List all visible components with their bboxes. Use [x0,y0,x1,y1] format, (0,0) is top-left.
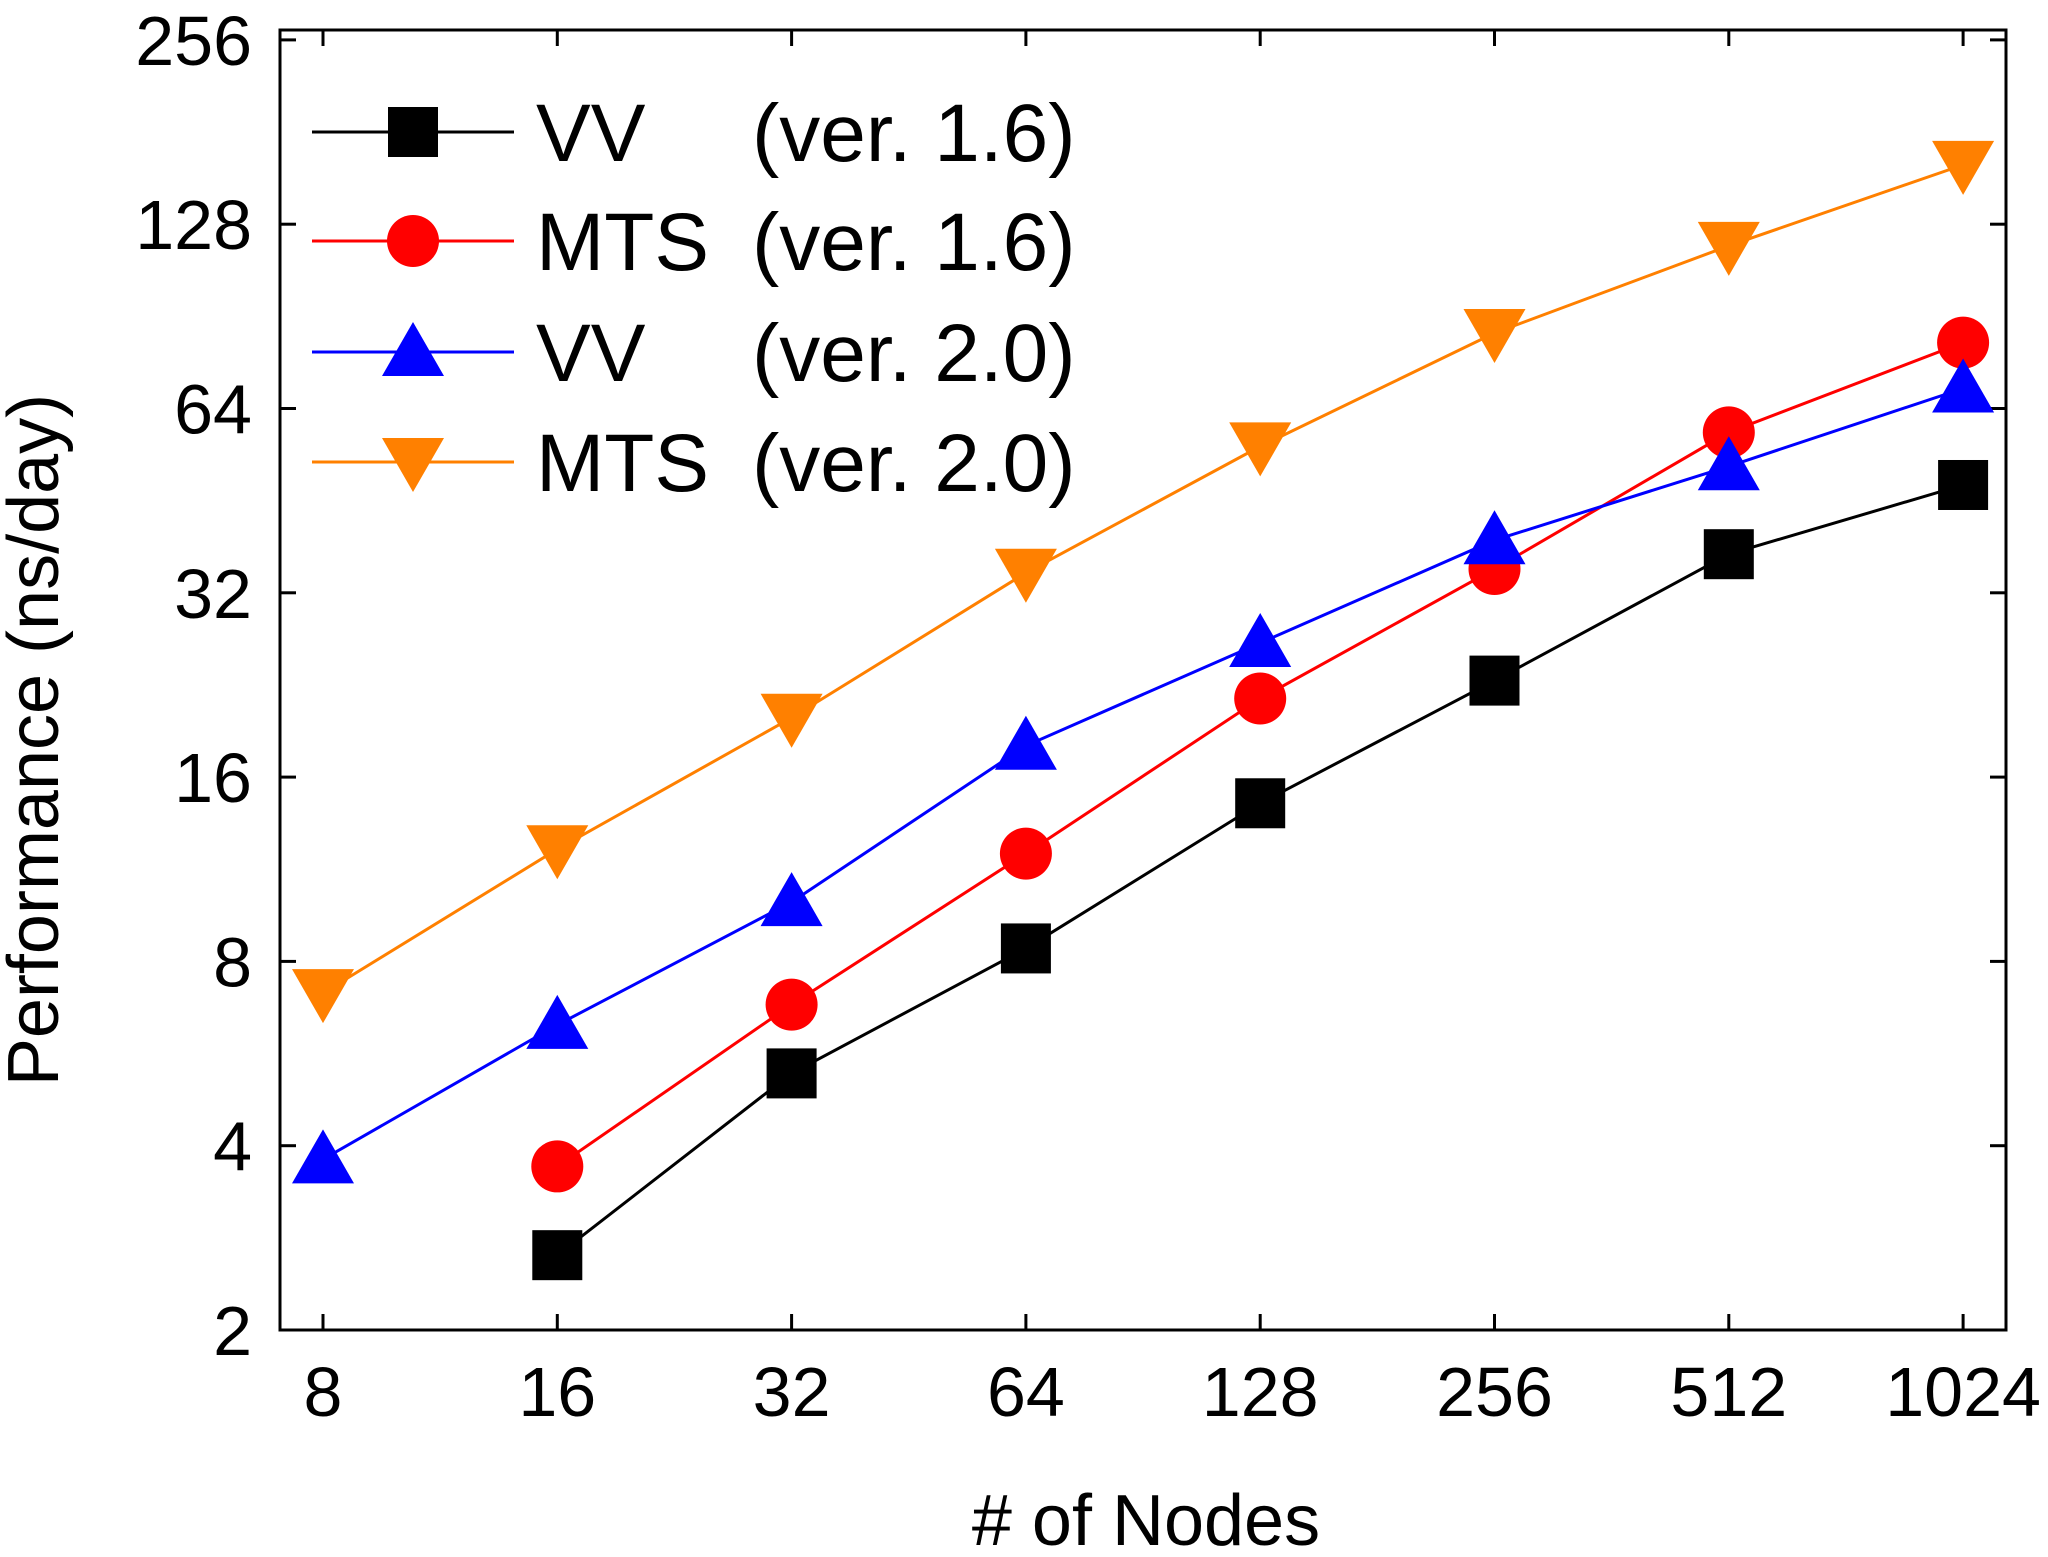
legend-version-vv-ver-2-0: (ver. 2.0) [752,308,1076,399]
plot-marks: 8 16 32 64 128 256 512 1024 2 4 8 16 32 64 128 256 [135,2,2041,1431]
legend-marker-vv-ver-2-0 [382,322,444,376]
y-tick-label: 2 [213,1292,252,1370]
data-point-mts-ver-1-6 [1937,316,1990,369]
series-line-vv-ver-2-0 [322,387,1964,1161]
data-point-mts-ver-2-0 [994,548,1057,603]
y-axis-label: Performance (ns/day) [0,394,74,1086]
data-point-mts-ver-2-0 [1229,422,1292,477]
data-point-mts-ver-2-0 [292,969,354,1024]
series-line-mts-ver-2-0 [322,163,1964,995]
legend-marker-mts-ver-2-0 [382,438,444,492]
legend-marker-vv-ver-1-6 [388,107,438,157]
x-axis-label: # of Nodes [972,1481,1320,1557]
x-tick-label: 512 [1670,1353,1787,1431]
data-point-mts-ver-1-6 [1234,672,1287,725]
legend-version-vv-ver-1-6: (ver. 1.6) [752,88,1076,179]
legend-marker-mts-ver-1-6 [387,215,439,267]
legend-label-mts-ver-2-0: MTS [536,418,709,509]
y-tick-label: 128 [135,186,252,264]
x-tick-label: 8 [304,1353,343,1431]
y-tick-label: 32 [174,555,252,633]
y-tick-label: 8 [213,923,252,1001]
data-point-vv-ver-2-0 [526,994,589,1049]
series-line-vv-ver-1-6 [556,483,1964,1257]
data-point-mts-ver-1-6 [1702,406,1755,459]
data-point-mts-ver-2-0 [760,693,823,748]
data-point-vv-ver-1-6 [1000,923,1051,974]
data-point-mts-ver-2-0 [1697,221,1760,276]
data-point-vv-ver-2-0 [1463,510,1526,565]
y-tick-label: 256 [135,2,252,80]
data-point-vv-ver-2-0 [1697,436,1760,491]
data-point-vv-ver-2-0 [292,1129,354,1184]
data-point-vv-ver-1-6 [1938,459,1989,510]
legend-label-mts-ver-1-6: MTS [536,197,709,288]
legend-label-vv-ver-2-0: VV [536,308,646,399]
x-tick-label: 128 [1202,1353,1319,1431]
data-point-vv-ver-1-6 [1235,778,1286,829]
data-point-vv-ver-1-6 [1703,529,1754,580]
data-point-mts-ver-2-0 [1932,140,1995,195]
legend-label-vv-ver-1-6: VV [536,88,646,179]
data-point-vv-ver-2-0 [760,872,823,927]
plot-frame [278,28,2008,1332]
data-point-vv-ver-2-0 [1229,612,1292,667]
x-tick-label: 16 [518,1353,596,1431]
data-point-mts-ver-1-6 [999,827,1052,880]
x-tick-label: 32 [753,1353,831,1431]
data-point-mts-ver-1-6 [531,1140,584,1193]
y-tick-label: 4 [213,1108,252,1186]
data-point-mts-ver-2-0 [1463,309,1526,364]
legend: VV (ver. 1.6) MTS (ver. 1.6) VV (ver. 2.0) MTS… [312,88,1076,509]
y-tick-label: 64 [174,371,252,449]
data-point-mts-ver-2-0 [526,825,589,880]
data-point-vv-ver-1-6 [532,1230,583,1281]
legend-version-mts-ver-1-6: (ver. 1.6) [752,197,1076,288]
data-point-vv-ver-1-6 [1469,655,1520,706]
legend-version-mts-ver-2-0: (ver. 2.0) [752,418,1076,509]
data-point-vv-ver-2-0 [994,715,1057,770]
y-tick-label: 16 [174,739,252,817]
x-tick-label: 64 [987,1353,1065,1431]
x-tick-label: 1024 [1885,1353,2041,1431]
x-tick-label: 256 [1436,1353,1553,1431]
data-point-vv-ver-2-0 [1932,358,1995,413]
data-point-vv-ver-1-6 [766,1048,817,1099]
data-point-mts-ver-1-6 [765,978,818,1031]
